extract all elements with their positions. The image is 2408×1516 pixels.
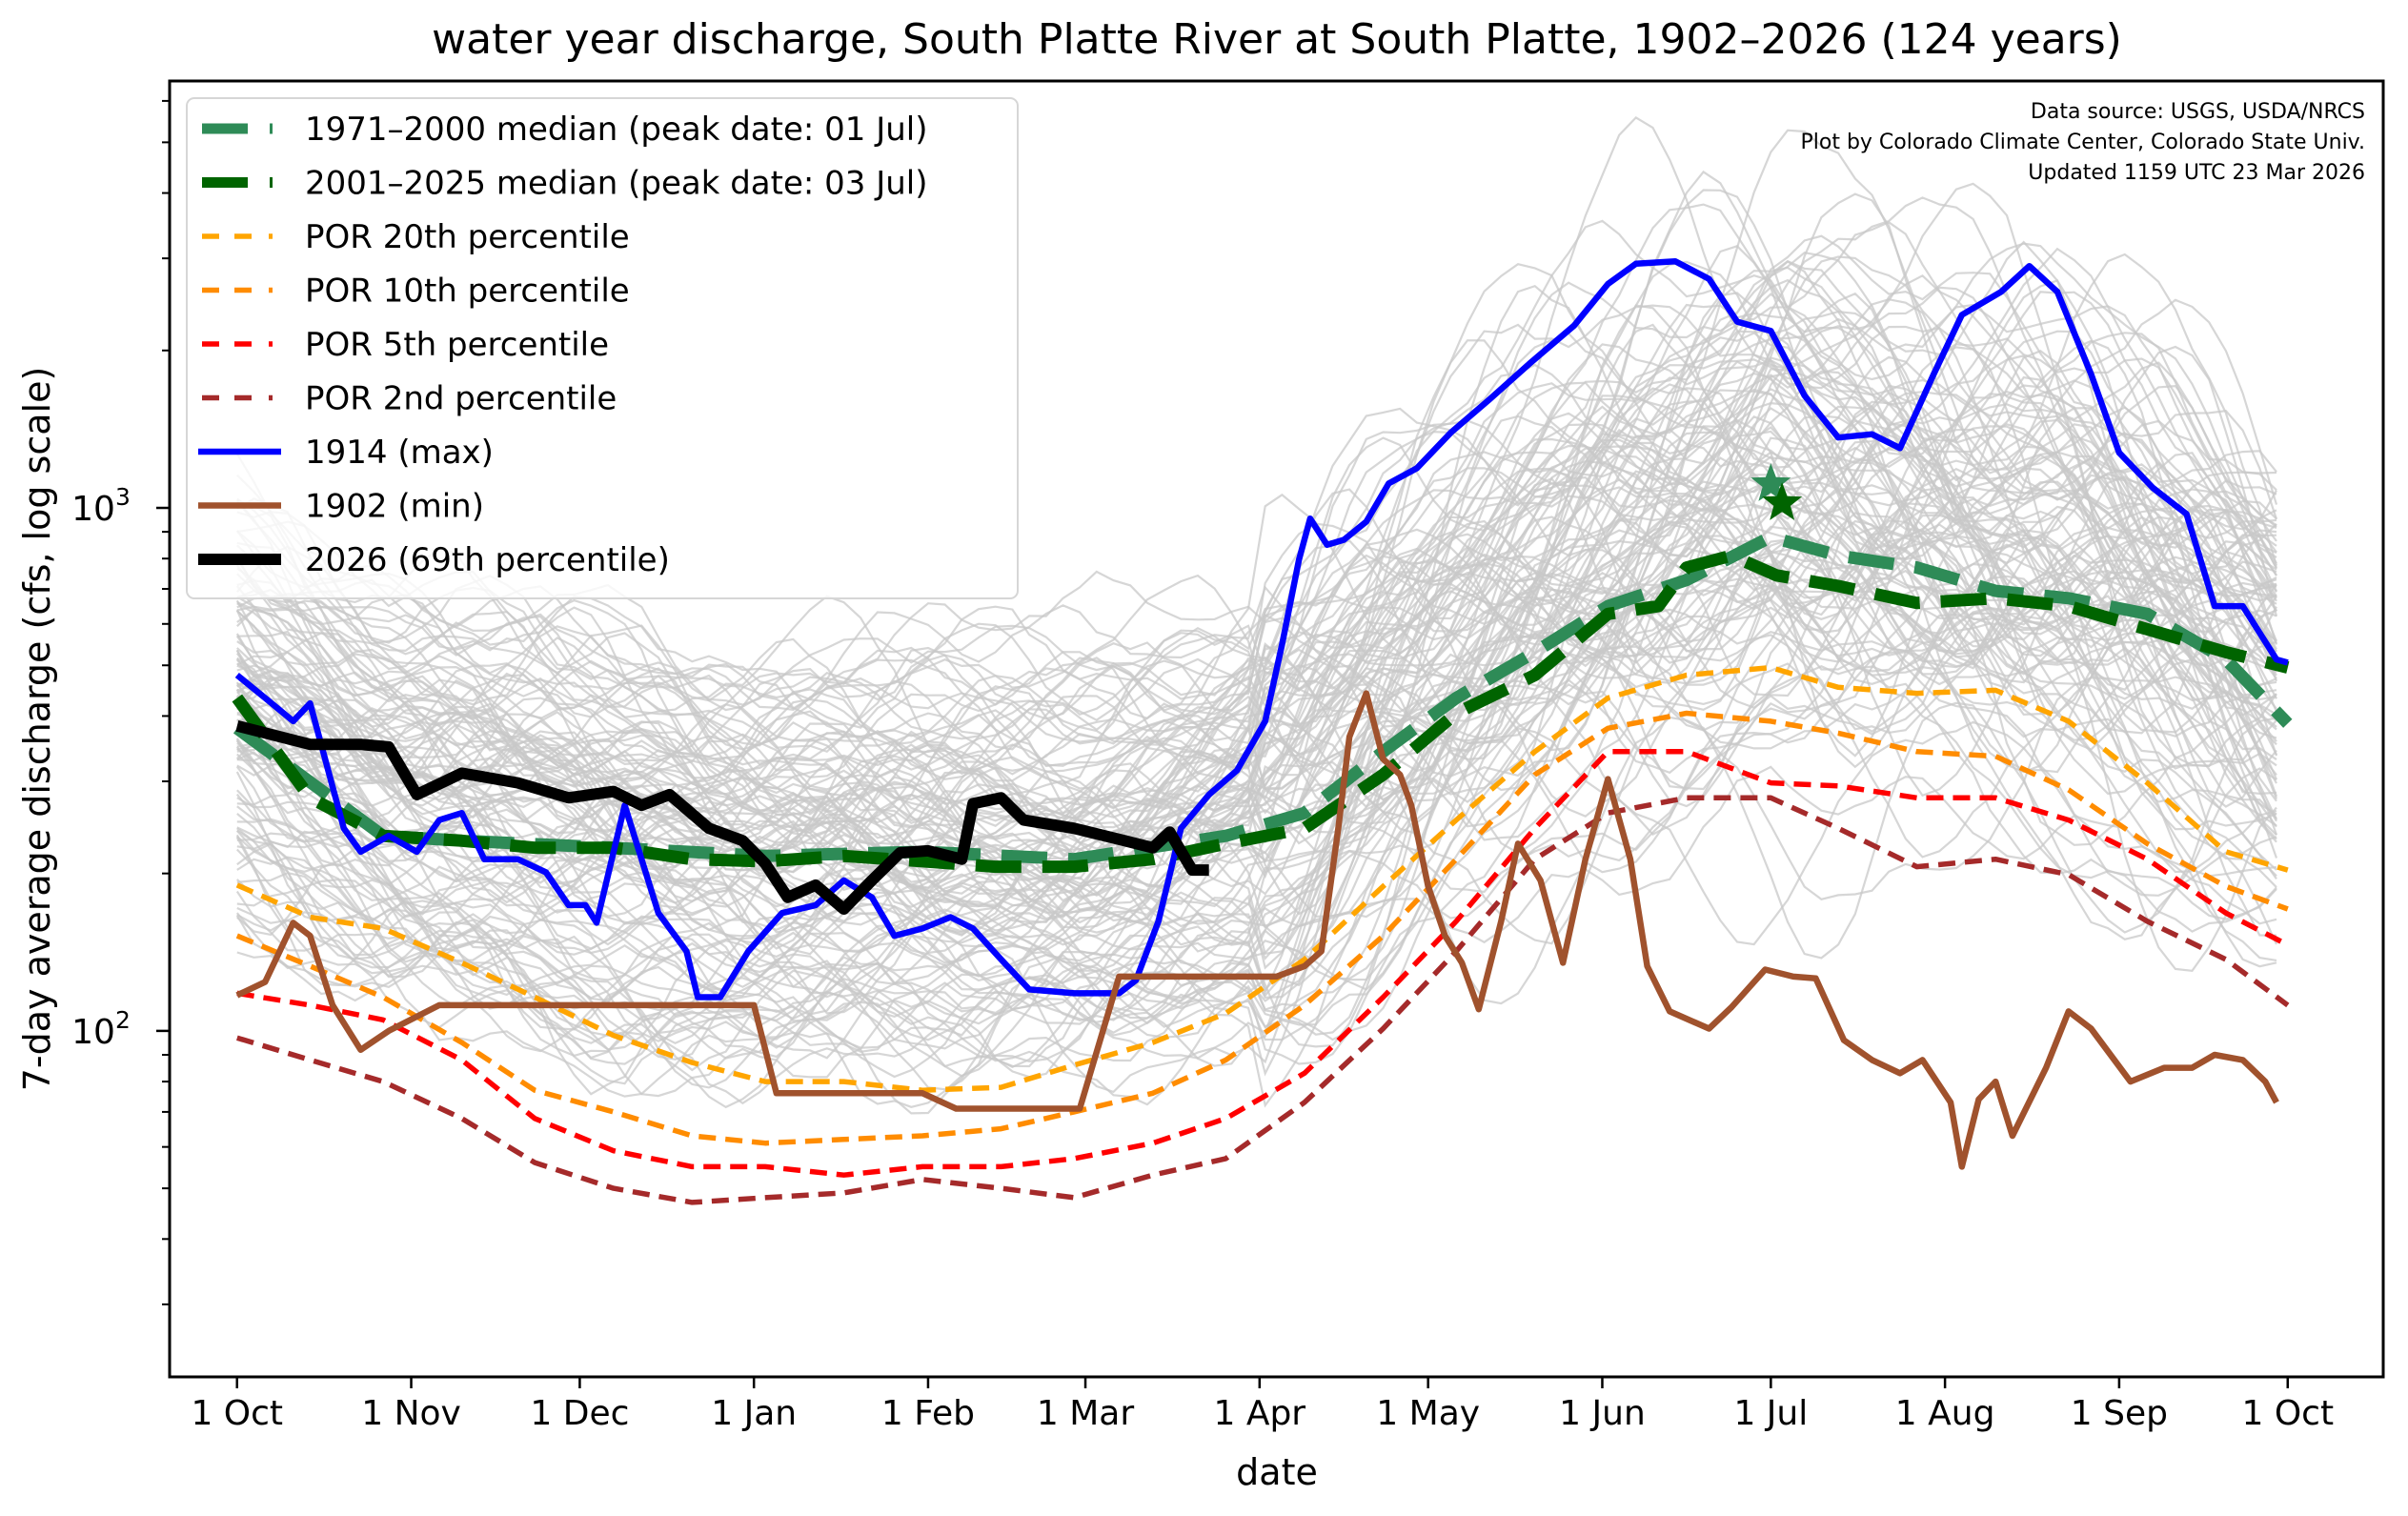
background-year-line bbox=[236, 291, 2277, 706]
x-tick-label: 1 Jan bbox=[711, 1394, 797, 1433]
x-axis-label: date bbox=[1236, 1451, 1318, 1493]
series-line-6 bbox=[234, 258, 2289, 1001]
series-line-2 bbox=[235, 664, 2289, 1093]
annotation-author: Plot by Colorado Climate Center, Colorad… bbox=[1801, 131, 2366, 154]
source-annotation: Data source: USGS, USDA/NRCS Plot by Col… bbox=[1801, 100, 2366, 185]
series-line-4 bbox=[236, 749, 2290, 1178]
background-year-line bbox=[236, 765, 2277, 1068]
background-year-line bbox=[235, 259, 2277, 751]
background-year-line bbox=[236, 273, 2277, 822]
legend-label: 1914 (max) bbox=[305, 434, 494, 472]
legend-label: 2001–2025 median (peak date: 03 Jul) bbox=[305, 165, 928, 203]
background-year-line bbox=[236, 304, 2277, 892]
x-tick-label: 1 Nov bbox=[361, 1394, 461, 1433]
background-year-line bbox=[236, 582, 2277, 1068]
background-year-line bbox=[235, 536, 2277, 1069]
x-tick-label: 1 Dec bbox=[530, 1394, 629, 1433]
legend-label: 1971–2000 median (peak date: 01 Jul) bbox=[305, 111, 928, 149]
annotation-source: Data source: USGS, USDA/NRCS bbox=[2031, 100, 2365, 124]
background-year-line bbox=[235, 219, 2277, 712]
peak-star-0 bbox=[1750, 463, 1791, 501]
x-tick-label: 1 Jun bbox=[1559, 1394, 1646, 1433]
plot-frame bbox=[168, 79, 2385, 1379]
series-line-7 bbox=[235, 690, 2279, 1170]
x-tick-label: 1 Aug bbox=[1895, 1394, 1995, 1433]
background-year-line bbox=[235, 701, 2277, 1115]
annotation-updated: Updated 1159 UTC 23 Mar 2026 bbox=[2028, 161, 2365, 185]
x-tick-label: 1 May bbox=[1376, 1394, 1480, 1433]
background-year-line bbox=[235, 586, 2277, 1048]
legend-box bbox=[186, 97, 1019, 599]
x-axis: 1 Oct 1 Nov 1 Dec 1 Jan 1 Feb 1 Mar 1 Apr 1 May… bbox=[191, 1377, 2334, 1433]
background-year-line bbox=[235, 638, 2277, 978]
series-lines bbox=[232, 258, 2293, 1205]
series-line-1 bbox=[232, 549, 2290, 874]
series-line-8 bbox=[235, 719, 1209, 915]
background-year-line bbox=[235, 260, 2277, 888]
background-year-line bbox=[236, 372, 2277, 870]
legend-label: POR 2nd percentile bbox=[305, 380, 617, 418]
background-year-line bbox=[235, 405, 2277, 999]
series-line-3 bbox=[235, 710, 2289, 1146]
background-year-line bbox=[236, 720, 2277, 1108]
x-tick-label: 1 Sep bbox=[2071, 1394, 2168, 1433]
background-year-line bbox=[235, 571, 2277, 940]
background-year-line bbox=[236, 331, 2277, 869]
x-tick-label: 1 Feb bbox=[881, 1394, 975, 1433]
series-line-0 bbox=[233, 531, 2293, 866]
background-year-line bbox=[235, 293, 2278, 996]
legend-label: 1902 (min) bbox=[305, 488, 484, 526]
background-year-line bbox=[235, 389, 2278, 988]
background-year-line bbox=[236, 384, 2277, 904]
x-tick-label: 1 Jul bbox=[1733, 1394, 1808, 1433]
legend-label: POR 5th percentile bbox=[305, 326, 609, 364]
background-year-line bbox=[236, 631, 2277, 1108]
y-tick-label: 103 bbox=[71, 483, 131, 529]
peak-star-1 bbox=[1762, 482, 1803, 520]
y-axis-label: 7-day average discharge (cfs, log scale) bbox=[16, 367, 58, 1092]
series-line-5 bbox=[236, 795, 2290, 1205]
peak-markers bbox=[1750, 463, 1803, 520]
background-year-line bbox=[236, 523, 2278, 992]
background-year-line bbox=[236, 247, 2277, 838]
x-tick-label: 1 Apr bbox=[1213, 1394, 1305, 1433]
background-year-line bbox=[236, 332, 2277, 778]
background-year-line bbox=[236, 192, 2278, 785]
legend-label: 2026 (69th percentile) bbox=[305, 541, 670, 579]
background-year-line bbox=[236, 446, 2277, 922]
x-tick-label: 1 Oct bbox=[191, 1394, 283, 1433]
background-year-line bbox=[235, 116, 2277, 779]
legend-label: POR 10th percentile bbox=[305, 273, 630, 311]
background-year-line bbox=[236, 502, 2277, 988]
x-tick-label: 1 Mar bbox=[1037, 1394, 1134, 1433]
background-year-line bbox=[235, 586, 2278, 1089]
legend-label: POR 20th percentile bbox=[305, 218, 630, 256]
y-tick-label: 102 bbox=[71, 1006, 131, 1052]
legend: 1971–2000 median (peak date: 01 Jul) 2001… bbox=[186, 97, 1019, 599]
chart-title: water year discharge, South Platte River… bbox=[432, 15, 2122, 64]
background-year-line bbox=[236, 537, 2277, 840]
y-axis: 102 103 bbox=[71, 99, 170, 1305]
background-year-line bbox=[236, 203, 2278, 833]
background-year-line bbox=[236, 455, 2277, 875]
background-year-line bbox=[236, 435, 2277, 937]
x-tick-label: 1 Oct bbox=[2241, 1394, 2334, 1433]
background-year-line bbox=[236, 495, 2277, 1041]
